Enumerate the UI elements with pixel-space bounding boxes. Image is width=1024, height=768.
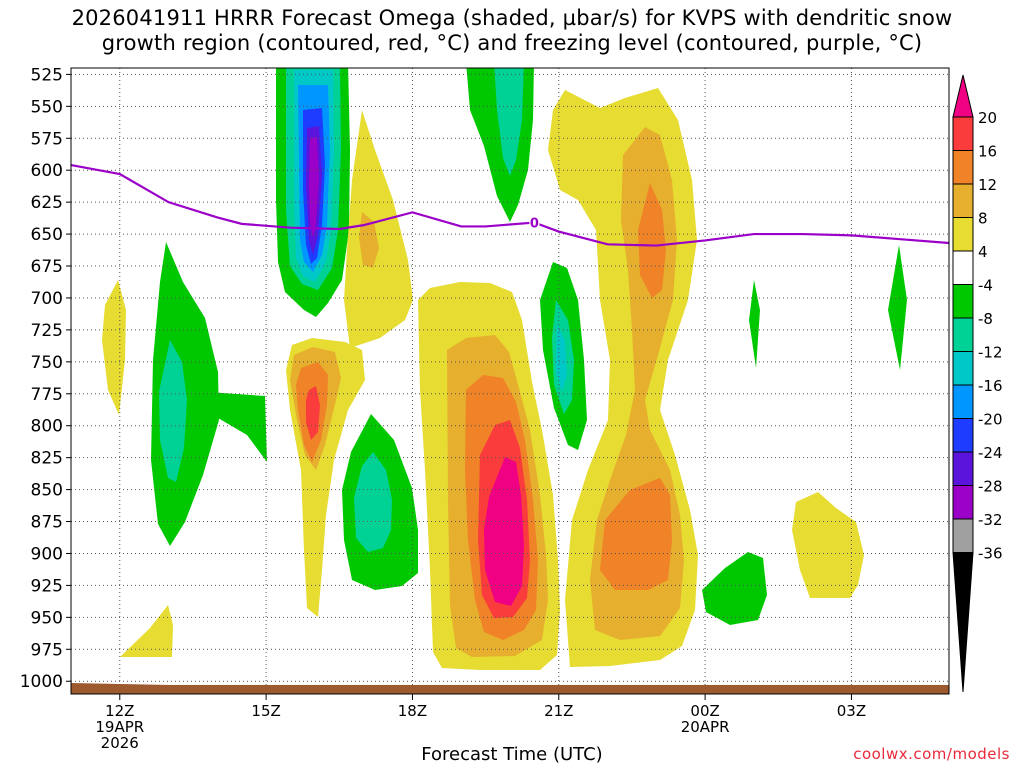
y-tick-label: 725 xyxy=(31,321,63,341)
colorbar-label: 16 xyxy=(978,143,997,161)
colorbar-swatch xyxy=(952,418,974,453)
title-line-1: 2026041911 HRRR Forecast Omega (shaded, … xyxy=(71,6,953,30)
omega-region xyxy=(792,492,864,598)
y-tick-label: 925 xyxy=(31,576,63,596)
omega-region xyxy=(120,605,173,657)
colorbar-label: 8 xyxy=(978,210,988,228)
colorbar-bottom-cap xyxy=(952,552,974,693)
colorbar-label: -28 xyxy=(978,478,1003,496)
y-tick-label: 900 xyxy=(31,544,63,564)
colorbar-swatch xyxy=(952,183,974,218)
y-tick-label: 550 xyxy=(31,97,63,117)
y-tick-label: 800 xyxy=(31,417,63,437)
omega-region xyxy=(600,478,672,590)
x-tick-sublabel: 20APR xyxy=(681,718,730,736)
colorbar-label: -8 xyxy=(978,310,993,328)
colorbar-label: -12 xyxy=(978,344,1003,362)
colorbar-swatch xyxy=(952,384,974,419)
freezing-level-label: 0 xyxy=(530,217,539,232)
colorbar-swatch xyxy=(952,150,974,185)
y-tick-label: 575 xyxy=(31,129,63,149)
colorbar-label: -36 xyxy=(978,545,1003,563)
omega-region xyxy=(494,68,524,176)
omega-region xyxy=(309,137,319,238)
y-tick-label: 775 xyxy=(31,385,63,405)
omega-shading xyxy=(102,68,907,670)
y-axis: 525 550 575 600 625 650 675 700 725 750 775 800 825 8… xyxy=(20,65,71,692)
omega-region xyxy=(484,457,524,606)
plot-border xyxy=(70,67,950,695)
omega-region xyxy=(638,183,666,298)
freezing-level-contour: 0 xyxy=(70,164,950,247)
y-tick-label: 750 xyxy=(31,353,63,373)
colorbar-label: -32 xyxy=(978,511,1003,529)
colorbar-swatch xyxy=(952,217,974,252)
omega-region xyxy=(749,280,760,368)
colorbar-label: 4 xyxy=(978,243,988,261)
credit-text: coolwx.com/models xyxy=(853,745,1010,763)
colorbar-top-cap xyxy=(952,74,974,118)
y-tick-label: 850 xyxy=(31,481,63,501)
colorbar: 20 16 12 8 4 -4 -8 -12 -16 -20 -24 -28 -32 -36 xyxy=(952,74,1003,693)
chart-title: 2026041911 HRRR Forecast Omega (shaded, … xyxy=(0,6,1024,56)
y-tick-label: 825 xyxy=(31,449,63,469)
colorbar-label: -20 xyxy=(978,411,1003,429)
x-tick-label: 15Z xyxy=(251,702,280,720)
omega-region xyxy=(702,552,767,625)
y-tick-label: 700 xyxy=(31,289,63,309)
y-tick-label: 950 xyxy=(31,608,63,628)
omega-region xyxy=(888,245,907,370)
omega-region xyxy=(354,452,392,552)
x-tick-label: 21Z xyxy=(544,702,573,720)
title-line-2: growth region (contoured, red, °C) and f… xyxy=(101,31,923,55)
y-tick-label: 525 xyxy=(31,65,63,85)
x-tick-sublabel: 19APR xyxy=(95,718,144,736)
colorbar-swatch xyxy=(952,116,974,151)
terrain-top xyxy=(71,683,170,686)
freezing-level-line xyxy=(70,164,950,247)
y-tick-label: 675 xyxy=(31,257,63,277)
y-tick-label: 600 xyxy=(31,161,63,181)
y-tick-label: 875 xyxy=(31,513,63,533)
colorbar-label: -24 xyxy=(978,444,1003,462)
colorbar-swatch xyxy=(952,351,974,386)
omega-region xyxy=(556,325,567,392)
omega-region xyxy=(344,110,413,348)
y-tick-label: 650 xyxy=(31,225,63,245)
x-tick-sublabel: 2026 xyxy=(101,734,139,752)
omega-region xyxy=(306,386,320,440)
colorbar-swatch xyxy=(952,250,974,285)
x-tick-label: 00Z xyxy=(690,702,719,720)
colorbar-swatch xyxy=(952,284,974,319)
colorbar-swatch xyxy=(952,518,974,553)
x-tick-label: 12Z xyxy=(105,702,134,720)
omega-region xyxy=(208,392,267,462)
colorbar-label: -4 xyxy=(978,277,993,295)
x-tick-label: 03Z xyxy=(837,702,866,720)
x-axis-title: Forecast Time (UTC) xyxy=(421,744,603,765)
colorbar-swatch xyxy=(952,317,974,352)
y-tick-label: 975 xyxy=(31,640,63,660)
colorbar-label: 20 xyxy=(978,109,997,127)
x-tick-label: 18Z xyxy=(398,702,427,720)
terrain-strip xyxy=(71,685,949,694)
freezing-level-label-bg xyxy=(529,214,540,229)
colorbar-label: -16 xyxy=(978,377,1003,395)
gridlines xyxy=(71,68,949,694)
omega-region xyxy=(102,280,126,415)
colorbar-swatch xyxy=(952,485,974,520)
colorbar-label: 12 xyxy=(978,176,997,194)
y-tick-label: 625 xyxy=(31,193,63,213)
y-tick-label: 1000 xyxy=(20,672,63,692)
colorbar-swatch xyxy=(952,451,974,486)
omega-region xyxy=(159,340,187,482)
